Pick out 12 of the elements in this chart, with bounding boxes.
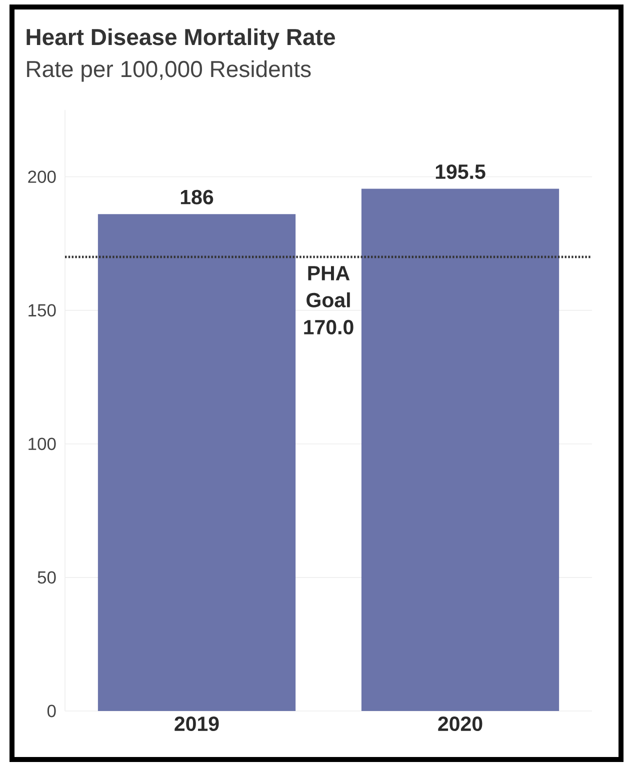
chart-title: Heart Disease Mortality Rate <box>26 28 335 50</box>
data-label: 186 <box>180 190 214 204</box>
y-tick-label: 50 <box>38 571 56 584</box>
y-tick-label: 0 <box>47 704 56 718</box>
chart-subtitle: Rate per 100,000 Residents <box>27 60 311 82</box>
y-tick-label: 200 <box>28 170 56 183</box>
x-tick-label: 2020 <box>438 716 482 732</box>
y-tick-label: 100 <box>28 438 56 450</box>
ref-line-label: PHA Goal 170.0 <box>304 266 354 334</box>
x-tick-label: 2019 <box>174 716 219 732</box>
data-label: 195.5 <box>436 164 486 179</box>
y-tick-label: 150 <box>28 304 56 317</box>
